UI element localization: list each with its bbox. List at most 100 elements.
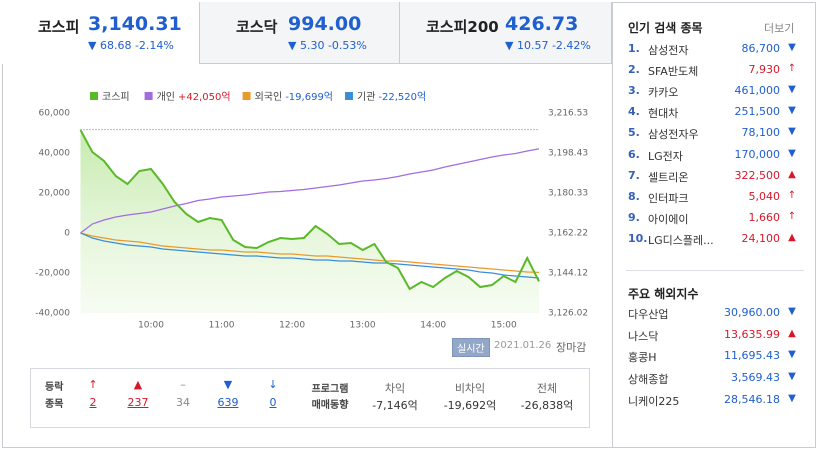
adv-symbol: – (180, 378, 186, 391)
tab[interactable] (400, 2, 612, 64)
program-title: 프로그램 (311, 384, 349, 395)
program-value: -7,146억 (372, 399, 418, 412)
x-tick-label: 14:00 (420, 321, 446, 331)
chart: -40,000 -20,000 0 20,000 40,000 60,000 3,126.0… (35, 91, 588, 331)
stock-name[interactable]: 카카오 (648, 86, 679, 100)
y-tick-label: 20,000 (39, 189, 71, 199)
stock-price: 461,000 (734, 84, 781, 98)
adv-symbol: ↑ (88, 378, 98, 391)
stock-price: 322,500 (734, 168, 781, 182)
stock-price: 24,100 (741, 231, 781, 245)
legend-name: 코스피 (102, 91, 130, 103)
market-state: 장마감 (556, 341, 587, 354)
stock-direction: ▼ (788, 147, 796, 159)
world-title: 주요 해외지수 (628, 287, 699, 301)
index-name[interactable]: 니케이225 (628, 394, 680, 408)
adv-symbol: ▲ (133, 378, 143, 391)
stock-direction: ▼ (788, 84, 796, 96)
index-name[interactable]: 나스닥 (628, 329, 659, 343)
stock-direction: ▼ (788, 126, 796, 138)
adv-count[interactable]: 639 (217, 396, 239, 409)
rank: 7. (628, 168, 640, 182)
adv-count[interactable]: 34 (176, 396, 190, 409)
y-tick-label: -20,000 (35, 269, 70, 279)
y-tick-label: 0 (64, 229, 70, 239)
y2-tick-label: 3,144.12 (548, 269, 588, 279)
rank: 9. (628, 210, 640, 224)
stock-name[interactable]: 삼성전자우 (648, 128, 699, 142)
index-value: 30,960.00 (724, 306, 780, 319)
index-value: 11,695.43 (724, 349, 780, 363)
stock-price: 86,700 (741, 42, 781, 55)
tab-name: 코스피 (38, 18, 80, 36)
index-name[interactable]: 홍콩H (628, 351, 657, 365)
stock-name[interactable]: 삼성전자 (648, 44, 689, 57)
more-link[interactable]: 더보기 (764, 22, 795, 35)
adv-symbol: ▼ (223, 378, 233, 391)
adv-count[interactable]: 2 (89, 396, 97, 409)
tab-name: 코스닥 (236, 18, 278, 36)
tab-value: 426.73 (505, 13, 579, 35)
legend-summary: -22,520억 (378, 91, 426, 103)
index-value: 28,546.18 (724, 392, 780, 406)
program-label: 비차익 (454, 382, 486, 395)
y2-tick-label: 3,126.02 (548, 309, 588, 319)
stock-name[interactable]: SFA반도체 (648, 65, 699, 79)
index-direction: ▼ (788, 306, 796, 317)
stock-price: 78,100 (741, 126, 781, 140)
adv-count[interactable]: 0 (269, 396, 277, 409)
y2-tick-label: 3,162.22 (548, 229, 588, 239)
stock-direction: ▲ (788, 168, 796, 180)
stock-direction: ▼ (788, 105, 796, 117)
rank: 4. (628, 105, 640, 119)
stock-name[interactable]: 현대차 (648, 107, 679, 121)
stock-direction: ▲ (788, 231, 796, 243)
legend-name: 개인 (157, 91, 175, 103)
tab-name: 코스피200 (426, 18, 499, 36)
stock-price: 251,500 (734, 105, 781, 119)
rank: 5. (628, 126, 640, 140)
series-line (80, 232, 540, 279)
tab-value: 994.00 (288, 13, 362, 35)
adv-count[interactable]: 237 (127, 396, 149, 409)
x-tick-label: 11:00 (209, 321, 235, 331)
index-name[interactable]: 상해종합 (628, 373, 669, 387)
stock-price: 1,660 (748, 210, 781, 224)
tab-value: 3,140.31 (88, 13, 182, 35)
index-value: 13,635.99 (724, 327, 780, 341)
legend-swatch (242, 92, 251, 100)
y-tick-label: 60,000 (39, 109, 71, 119)
stock-name[interactable]: LG디스플레... (648, 233, 714, 247)
program-label: 차익 (384, 382, 406, 395)
adv-symbol: ↓ (268, 378, 278, 391)
legend-swatch (90, 92, 98, 100)
rank: 10. (628, 231, 648, 245)
stock-name[interactable]: LG전자 (648, 149, 683, 163)
tab-change: ▼ 10.57 -2.42% (505, 39, 591, 52)
realtime-button[interactable]: 실시간 (452, 338, 490, 357)
tab[interactable] (200, 2, 400, 64)
stock-name[interactable]: 아이에이 (648, 212, 689, 226)
stock-name[interactable]: 인터파크 (648, 191, 689, 205)
tab-change: ▼ 5.30 -0.53% (288, 39, 367, 52)
legend-summary: -19,699억 (285, 91, 333, 103)
x-tick-label: 10:00 (138, 321, 164, 331)
index-direction: ▼ (788, 349, 796, 361)
tab[interactable] (2, 2, 200, 64)
kospi-area (80, 130, 539, 313)
stock-price: 170,000 (734, 147, 781, 161)
y-tick-label: -40,000 (35, 309, 70, 319)
y2-tick-label: 3,216.53 (548, 109, 588, 119)
series-line (79, 129, 540, 291)
x-tick-label: 13:00 (350, 321, 376, 331)
index-direction: ▼ (788, 392, 796, 404)
index-name[interactable]: 다우산업 (628, 308, 669, 321)
tab-change: ▼ 68.68 -2.14% (88, 39, 174, 52)
index-value: 3,569.43 (731, 371, 780, 385)
y2-tick-label: 3,198.43 (548, 148, 588, 158)
summary-box (30, 368, 590, 428)
program-title: 매매동향 (311, 400, 349, 411)
legend-swatch (345, 92, 354, 100)
stock-name[interactable]: 셀트리온 (648, 170, 689, 184)
divider (612, 2, 613, 448)
